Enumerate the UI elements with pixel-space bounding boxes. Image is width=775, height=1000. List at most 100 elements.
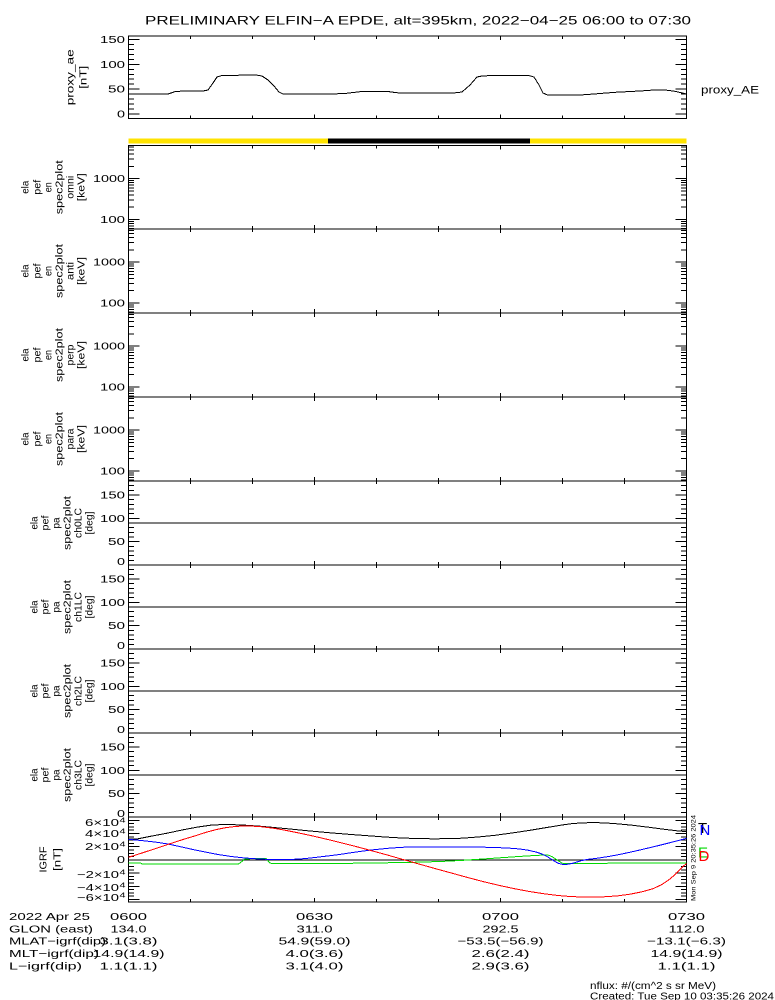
svg-text:T: T [698, 820, 707, 837]
svg-text:1000: 1000 [93, 174, 126, 185]
svg-text:0: 0 [117, 809, 126, 820]
svg-text:−4×10: −4×10 [77, 883, 120, 894]
svg-text:0: 0 [117, 557, 126, 568]
svg-text:[deg]: [deg] [85, 595, 96, 618]
svg-text:en: en [44, 350, 55, 360]
svg-text:en: en [44, 266, 55, 276]
svg-text:Created: Tue Sep 10 03:35:26 2: Created: Tue Sep 10 03:35:26 2024 [590, 992, 775, 1000]
svg-text:150: 150 [100, 743, 126, 754]
svg-text:MLT−igrf(dip): MLT−igrf(dip) [9, 948, 99, 960]
svg-text:N: N [700, 822, 711, 839]
svg-text:100: 100 [100, 215, 126, 226]
svg-text:0: 0 [117, 109, 126, 120]
svg-text:100: 100 [100, 682, 126, 693]
svg-text:3.1(4.0): 3.1(4.0) [286, 960, 344, 972]
svg-text:0: 0 [117, 855, 126, 866]
svg-text:100: 100 [100, 514, 126, 525]
svg-text:112.0: 112.0 [669, 923, 705, 935]
svg-text:proxy_ae: proxy_ae [66, 49, 77, 106]
svg-text:1000: 1000 [93, 258, 126, 269]
svg-text:−53.5(−56.9): −53.5(−56.9) [458, 936, 544, 948]
svg-text:spec2plot: spec2plot [63, 664, 74, 718]
svg-text:[deg]: [deg] [85, 511, 96, 534]
svg-text:100: 100 [100, 60, 126, 71]
svg-text:pef: pef [33, 431, 44, 446]
svg-text:spec2plot: spec2plot [63, 580, 74, 634]
svg-text:ela: ela [30, 684, 41, 697]
svg-text:0700: 0700 [482, 911, 519, 923]
svg-text:ela: ela [30, 768, 41, 781]
svg-text:pa: pa [52, 601, 63, 612]
svg-text:0630: 0630 [296, 911, 333, 923]
svg-text:2022 Apr 25: 2022 Apr 25 [9, 911, 90, 923]
svg-text:en: en [44, 434, 55, 444]
svg-text:50: 50 [108, 789, 126, 800]
svg-text:spec2plot: spec2plot [63, 496, 74, 550]
svg-text:anti: anti [66, 262, 77, 280]
svg-text:3.1(3.8): 3.1(3.8) [100, 936, 158, 948]
svg-text:[nT]: [nT] [53, 848, 64, 871]
svg-text:−13.1(−6.3): −13.1(−6.3) [647, 936, 726, 948]
svg-text:1.1(1.1): 1.1(1.1) [658, 960, 716, 972]
svg-text:0600: 0600 [110, 911, 147, 923]
svg-text:omni: omni [66, 176, 77, 199]
svg-text:nflux: #/(cm^2 s sr MeV): nflux: #/(cm^2 s sr MeV) [590, 981, 716, 992]
svg-text:en: en [44, 182, 55, 192]
svg-text:pa: pa [52, 769, 63, 780]
svg-text:150: 150 [100, 575, 126, 586]
svg-text:ela: ela [30, 600, 41, 613]
svg-text:[keV]: [keV] [77, 173, 88, 201]
svg-text:[deg]: [deg] [85, 763, 96, 786]
svg-text:ela: ela [21, 348, 32, 361]
svg-text:ch3LC: ch3LC [74, 760, 85, 790]
svg-text:ela: ela [21, 180, 32, 193]
svg-text:50: 50 [108, 537, 126, 548]
svg-text:311.0: 311.0 [297, 923, 333, 935]
svg-text:14.9(14.9): 14.9(14.9) [93, 948, 165, 960]
svg-text:4: 4 [120, 880, 126, 889]
svg-text:ela: ela [30, 516, 41, 529]
svg-text:150: 150 [100, 491, 126, 502]
svg-text:4.0(3.6): 4.0(3.6) [286, 948, 344, 960]
svg-text:292.5: 292.5 [483, 923, 519, 935]
svg-text:pa: pa [52, 517, 63, 528]
svg-text:[deg]: [deg] [85, 679, 96, 702]
svg-text:spec2plot: spec2plot [55, 328, 66, 382]
svg-text:4: 4 [120, 890, 126, 899]
svg-text:54.9(59.0): 54.9(59.0) [279, 936, 351, 948]
svg-text:spec2plot: spec2plot [55, 412, 66, 466]
svg-text:ela: ela [21, 432, 32, 445]
svg-text:ch2LC: ch2LC [74, 676, 85, 706]
svg-text:134.0: 134.0 [111, 923, 147, 935]
svg-text:PRELIMINARY ELFIN−A EPDE, alt=: PRELIMINARY ELFIN−A EPDE, alt=395km, 202… [145, 14, 691, 28]
svg-text:4: 4 [120, 815, 126, 824]
svg-text:150: 150 [100, 35, 126, 46]
svg-text:100: 100 [100, 299, 126, 310]
svg-text:100: 100 [100, 383, 126, 394]
svg-text:[keV]: [keV] [77, 257, 88, 285]
svg-text:spec2plot: spec2plot [55, 160, 66, 214]
svg-text:pef: pef [41, 515, 52, 530]
svg-text:50: 50 [108, 621, 126, 632]
svg-text:0730: 0730 [668, 911, 705, 923]
svg-text:pef: pef [41, 767, 52, 782]
svg-text:14.9(14.9): 14.9(14.9) [651, 948, 723, 960]
svg-text:100: 100 [100, 467, 126, 478]
svg-text:GLON (east): GLON (east) [9, 923, 93, 935]
svg-text:pef: pef [41, 683, 52, 698]
svg-text:pa: pa [52, 685, 63, 696]
svg-text:−6×10: −6×10 [77, 893, 120, 904]
svg-text:pef: pef [41, 599, 52, 614]
svg-text:1000: 1000 [93, 342, 126, 353]
svg-text:4×10: 4×10 [85, 829, 120, 840]
svg-text:2.9(3.6): 2.9(3.6) [472, 960, 530, 972]
svg-text:[keV]: [keV] [77, 341, 88, 369]
svg-text:1.1(1.1): 1.1(1.1) [100, 960, 158, 972]
svg-text:6×10: 6×10 [85, 818, 120, 829]
svg-text:[keV]: [keV] [77, 425, 88, 453]
svg-text:perp: perp [66, 344, 77, 365]
svg-text:MLAT−igrf(dip): MLAT−igrf(dip) [9, 936, 106, 948]
svg-text:−2×10: −2×10 [77, 870, 120, 881]
svg-text:4: 4 [120, 867, 126, 876]
svg-text:100: 100 [100, 766, 126, 777]
